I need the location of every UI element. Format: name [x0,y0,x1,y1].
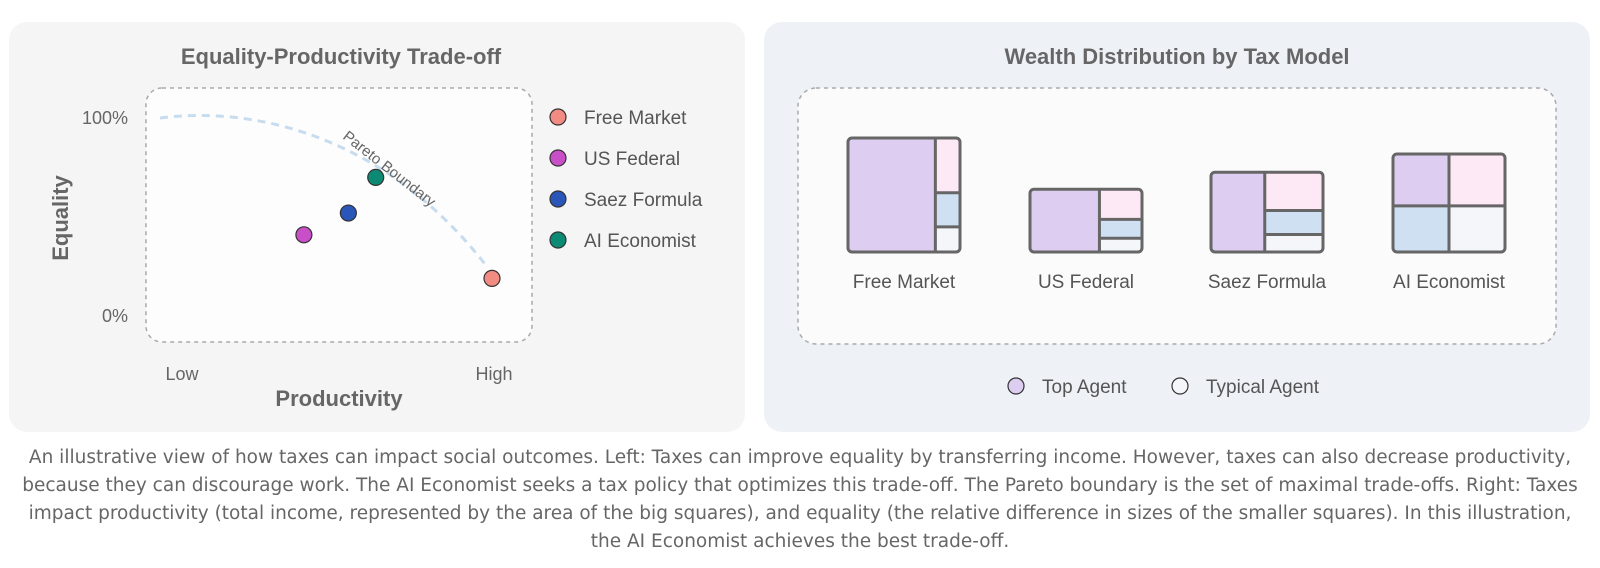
plot-area [145,87,533,343]
legend-marker-free-market [549,108,567,126]
wealth-label-free-market: Free Market [853,272,956,293]
wealth-label-us-federal: US Federal [1038,272,1134,293]
diagram-canvas: Pareto Boundary 100% 0% Equality Low Hig… [48,87,1557,411]
wealth-box-free-market [846,136,962,254]
wealth-box-saez-formula [1209,170,1325,254]
pareto-boundary-curve [159,114,490,269]
legend-marker-us-federal [549,149,567,167]
legend-marker-ai-economist [549,231,567,249]
y-tick-bottom: 0% [102,306,128,326]
y-tick-top: 100% [82,108,128,128]
tradeoff-title: Equality-Productivity Trade-off [180,44,502,69]
wealth-title: Wealth Distribution by Tax Model [1004,44,1350,69]
scatter-legend: Free Market US Federal Saez Formula AI Econ… [549,108,703,252]
wealth-label-ai-economist: AI Economist [1393,272,1506,293]
legend-label-us-federal: US Federal [584,149,680,170]
wealth-box-ai-economist [1391,152,1507,254]
point-free-market [483,269,501,287]
figure-caption: An illustrative view of how taxes can im… [22,447,1578,552]
wealth-layer: Free Market US Federal Saez Formula AI Econ… [846,136,1507,293]
x-tick-high: High [475,364,512,384]
x-tick-low: Low [165,364,199,384]
point-us-federal [295,226,313,244]
legend-label-free-market: Free Market [584,108,687,129]
legend-label-saez-formula: Saez Formula [584,190,703,211]
legend-label-top-agent: Top Agent [1042,377,1127,398]
x-axis-label: Productivity [275,386,403,411]
point-ai-economist [367,168,385,186]
legend-marker-saez-formula [549,190,567,208]
point-saez-formula [339,204,357,222]
legend-marker-typical-agent [1171,377,1189,395]
wealth-area [797,87,1557,345]
legend-label-typical-agent: Typical Agent [1206,377,1320,398]
wealth-legend: Top Agent Typical Agent [1007,377,1320,398]
legend-label-ai-economist: AI Economist [584,231,697,252]
y-axis-label: Equality [48,174,73,260]
wealth-label-saez-formula: Saez Formula [1208,272,1327,293]
points-layer [295,168,501,287]
legend-marker-top-agent [1007,377,1025,395]
wealth-box-us-federal [1028,187,1144,254]
